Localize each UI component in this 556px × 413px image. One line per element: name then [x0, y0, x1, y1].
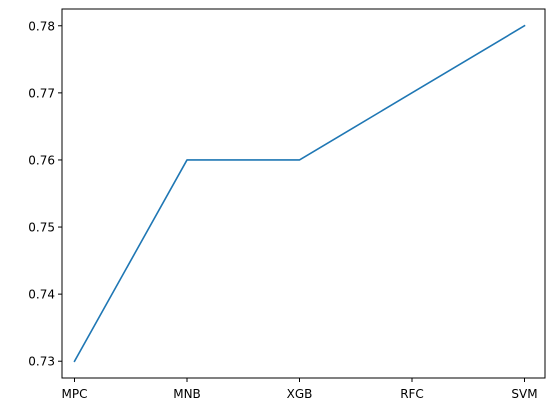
- y-tick-label: 0.73: [28, 355, 55, 369]
- y-tick-label: 0.78: [28, 19, 55, 33]
- x-tick-label: MPC: [62, 387, 88, 401]
- x-tick-label: XGB: [287, 387, 313, 401]
- y-tick-label: 0.77: [28, 86, 55, 100]
- x-axis: MPC MNB XGB RFC SVM: [62, 378, 538, 401]
- y-tick-label: 0.75: [28, 221, 55, 235]
- plot-frame: [61, 8, 546, 379]
- x-tick-label: SVM: [511, 387, 537, 401]
- y-axis: 0.73 0.74 0.75 0.76 0.77 0.78: [28, 19, 62, 369]
- series-line: [73, 24, 526, 363]
- x-tick-label: MNB: [173, 387, 201, 401]
- x-tick-label: RFC: [400, 387, 424, 401]
- y-tick-label: 0.74: [28, 288, 55, 302]
- y-tick-label: 0.76: [28, 153, 55, 167]
- series-layer: [73, 24, 526, 363]
